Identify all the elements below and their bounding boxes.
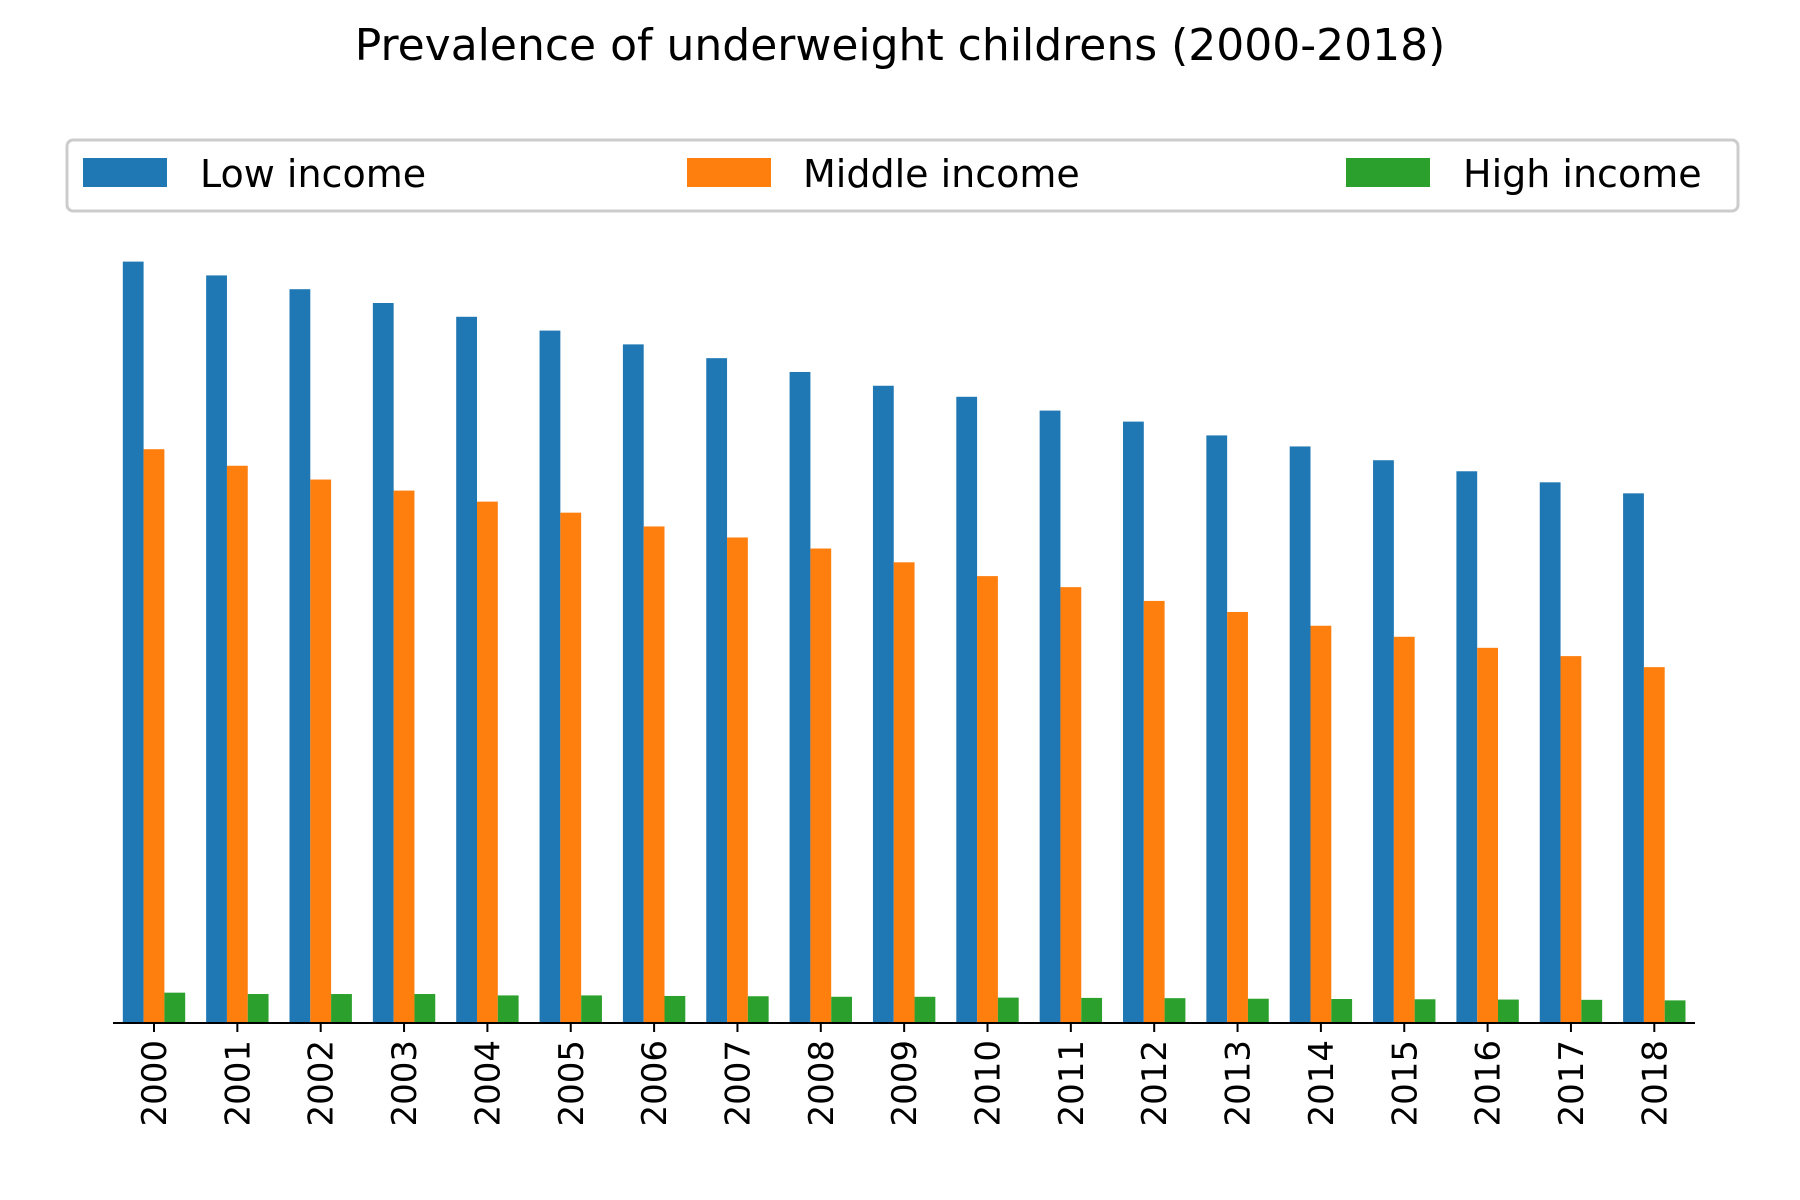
bar-middle-income-2009 <box>893 562 915 1023</box>
bar-middle-income-2012 <box>1143 600 1165 1023</box>
bar-high-income-2001 <box>247 994 269 1023</box>
x-tick-label-2017: 2017 <box>1552 1040 1592 1127</box>
x-tick-label-2006: 2006 <box>635 1040 675 1127</box>
x-tick-label-2005: 2005 <box>552 1040 592 1127</box>
bar-high-income-2002 <box>331 994 352 1023</box>
x-tick-label-2016: 2016 <box>1469 1040 1509 1127</box>
bar-middle-income-2004 <box>477 501 498 1023</box>
bar-high-income-2007 <box>747 996 769 1023</box>
bar-middle-income-2013 <box>1227 611 1248 1023</box>
bar-low-income-2003 <box>372 303 394 1023</box>
bar-high-income-2014 <box>1331 999 1353 1023</box>
x-axis-ticks: 2000 2001 2002 2003 2004 2005 2006 2007 2008 2009… <box>135 1023 1675 1127</box>
bar-high-income-2004 <box>497 995 519 1023</box>
bar-low-income-2016 <box>1456 471 1478 1023</box>
chart-title: Prevalence of underweight childrens (200… <box>355 20 1446 71</box>
x-tick-label-2007: 2007 <box>718 1040 758 1127</box>
x-tick-label-2000: 2000 <box>135 1040 175 1127</box>
bar-high-income-2010 <box>997 997 1019 1023</box>
bar-low-income-2011 <box>1039 410 1061 1024</box>
x-tick-label-2013: 2013 <box>1219 1040 1259 1127</box>
bar-middle-income-2005 <box>560 512 582 1023</box>
bar-middle-income-2000 <box>143 449 165 1024</box>
bar-low-income-2014 <box>1289 446 1311 1023</box>
bar-high-income-2012 <box>1164 998 1186 1023</box>
bar-high-income-2017 <box>1581 999 1603 1023</box>
bar-low-income-2009 <box>872 385 894 1023</box>
bar-middle-income-2016 <box>1477 647 1498 1023</box>
x-tick-label-2012: 2012 <box>1135 1040 1175 1127</box>
x-tick-label-2015: 2015 <box>1385 1040 1425 1127</box>
bar-middle-income-2017 <box>1560 656 1582 1023</box>
bar-high-income-2015 <box>1414 999 1436 1023</box>
x-tick-label-2018: 2018 <box>1635 1040 1675 1127</box>
x-tick-label-2008: 2008 <box>802 1040 842 1127</box>
bar-high-income-2000 <box>164 992 186 1023</box>
bar-high-income-2009 <box>914 996 936 1023</box>
legend-label-high-income: High income <box>1463 152 1702 196</box>
bar-low-income-2004 <box>456 316 477 1023</box>
x-tick-label-2010: 2010 <box>969 1040 1009 1127</box>
bar-low-income-2001 <box>206 275 227 1023</box>
bar-middle-income-2018 <box>1643 667 1665 1023</box>
bars <box>122 261 1686 1024</box>
x-tick-label-2001: 2001 <box>218 1040 258 1127</box>
bar-low-income-2010 <box>956 396 978 1023</box>
bar-high-income-2003 <box>414 994 436 1023</box>
bar-middle-income-2014 <box>1310 625 1332 1023</box>
legend-box <box>65 138 1740 213</box>
bar-middle-income-2006 <box>643 526 665 1023</box>
legend-swatch-high-income <box>1346 158 1430 187</box>
bar-high-income-2006 <box>664 995 686 1023</box>
legend-swatch-middle-income <box>687 158 771 187</box>
x-tick-label-2014: 2014 <box>1302 1040 1342 1127</box>
bar-low-income-2017 <box>1539 482 1561 1023</box>
bar-middle-income-2015 <box>1393 636 1415 1023</box>
x-tick-label-2011: 2011 <box>1052 1040 1092 1127</box>
bar-high-income-2005 <box>581 995 602 1023</box>
bar-low-income-2005 <box>539 330 561 1024</box>
bar-middle-income-2010 <box>977 576 998 1023</box>
bar-middle-income-2002 <box>310 479 332 1023</box>
legend: Low income Middle income High income <box>65 138 1740 213</box>
bar-low-income-2007 <box>706 358 728 1023</box>
legend-label-middle-income: Middle income <box>803 152 1080 196</box>
bar-low-income-2015 <box>1373 460 1394 1023</box>
bar-middle-income-2001 <box>226 465 248 1023</box>
bar-high-income-2008 <box>831 996 852 1023</box>
legend-swatch-low-income <box>83 158 167 187</box>
bar-low-income-2012 <box>1123 421 1144 1023</box>
x-tick-label-2004: 2004 <box>468 1040 508 1127</box>
bar-low-income-2018 <box>1623 493 1644 1024</box>
bar-low-income-2008 <box>789 371 811 1024</box>
x-tick-label-2002: 2002 <box>302 1040 342 1127</box>
bar-middle-income-2007 <box>727 537 748 1023</box>
bar-high-income-2016 <box>1498 999 1519 1023</box>
bar-low-income-2002 <box>289 289 311 1024</box>
legend-label-low-income: Low income <box>200 152 426 196</box>
bar-high-income-2011 <box>1081 997 1103 1023</box>
bar-middle-income-2003 <box>393 490 415 1024</box>
x-tick-label-2003: 2003 <box>385 1040 425 1127</box>
x-tick-label-2009: 2009 <box>885 1040 925 1127</box>
bar-low-income-2013 <box>1206 435 1228 1023</box>
bar-high-income-2018 <box>1664 1000 1686 1023</box>
bar-middle-income-2008 <box>810 548 832 1023</box>
bar-high-income-2013 <box>1247 998 1269 1023</box>
bar-middle-income-2011 <box>1060 587 1082 1023</box>
bar-low-income-2000 <box>122 261 144 1023</box>
bar-low-income-2006 <box>622 344 644 1023</box>
